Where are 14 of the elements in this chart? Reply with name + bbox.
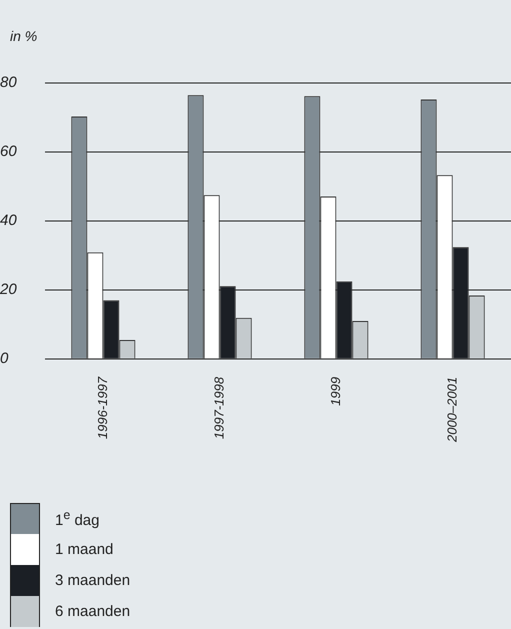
y-axis-title: in %	[10, 28, 38, 44]
x-tick-label: 1999	[328, 376, 343, 406]
y-tick-label: 80	[0, 74, 18, 92]
x-tick-label: 1996-1997	[94, 376, 110, 440]
x-tick-label: 1997-1998	[211, 376, 226, 440]
legend-label: 6 maanden	[55, 603, 130, 620]
legend-label: 1$^{e}$ dag	[55, 508, 100, 529]
x-tick-label: 2000–2001	[444, 376, 460, 444]
y-tick-label: 40	[0, 212, 18, 230]
y-tick-label: 20	[0, 281, 18, 298]
y-tick-label: 60	[0, 143, 18, 160]
legend-label: 3 maanden	[55, 572, 130, 589]
y-tick-label: 0	[0, 350, 9, 368]
legend-label: 1 maand	[55, 541, 114, 558]
